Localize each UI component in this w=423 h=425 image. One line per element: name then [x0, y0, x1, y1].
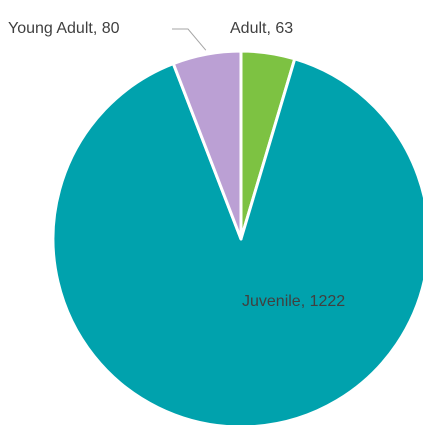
data-labels: Adult, 63 Juvenile, 1222 Young Adult, 80 [8, 20, 345, 310]
data-label-young-adult: Young Adult, 80 [8, 20, 120, 37]
data-label-adult: Adult, 63 [230, 20, 293, 37]
pie-slices [51, 49, 423, 425]
pie-slice-juvenile [51, 57, 423, 425]
leader-line-young-adult [172, 28, 207, 51]
pie-slice-young-adult [171, 49, 243, 241]
leader-lines [172, 28, 207, 51]
data-label-juvenile: Juvenile, 1222 [242, 293, 345, 310]
